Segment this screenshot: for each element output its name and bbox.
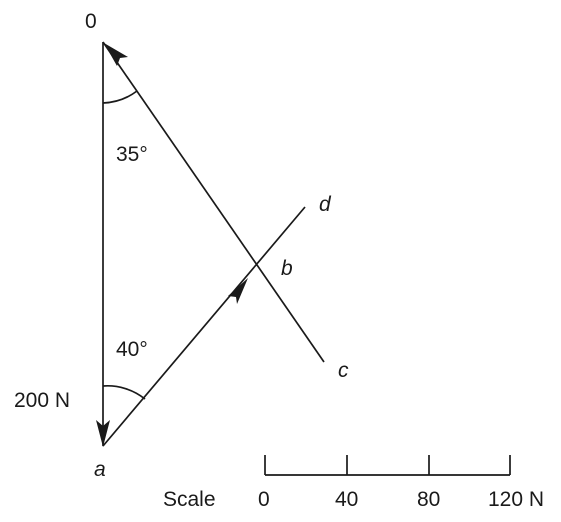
label-point-a: a — [94, 458, 106, 481]
scale-title: Scale — [163, 488, 216, 511]
arrowhead-down-icon — [96, 420, 110, 447]
arrowhead-up-left-icon — [104, 43, 128, 66]
label-point-d: d — [319, 193, 332, 216]
scale-tick-label: 120 N — [488, 488, 544, 511]
arrowhead-up-right-icon — [228, 278, 248, 304]
angle-label-40: 40° — [116, 338, 148, 361]
angle-arc-35 — [102, 90, 138, 104]
line-0-c — [102, 41, 325, 363]
force-label: 200 N — [14, 389, 70, 412]
scale-tick-label: 40 — [335, 488, 358, 511]
angle-arc-40 — [102, 385, 146, 400]
angle-label-35: 35° — [116, 143, 148, 166]
line-a-d — [102, 206, 306, 447]
label-origin: 0 — [85, 10, 97, 33]
scale-tick-label: 80 — [417, 488, 440, 511]
label-point-b: b — [281, 257, 293, 280]
scale-tick-label: 0 — [258, 488, 270, 511]
label-point-c: c — [338, 359, 349, 382]
scale-bar: Scale 0 40 80 120 N — [163, 455, 544, 511]
